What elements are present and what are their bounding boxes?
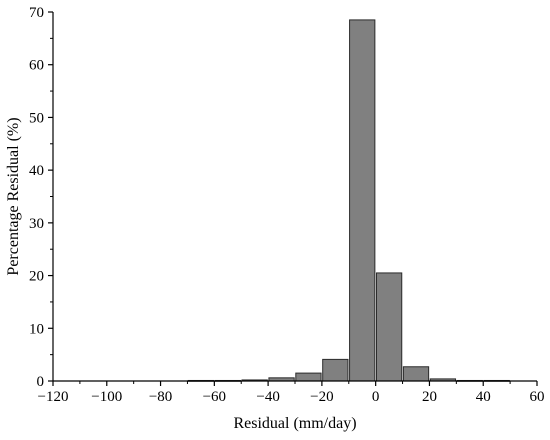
y-tick-label: 20 (29, 269, 44, 285)
y-tick-label: 10 (29, 321, 44, 337)
y-tick-label: 50 (29, 110, 44, 126)
y-tick-label: 0 (37, 374, 45, 390)
x-tick-label: −120 (38, 389, 69, 405)
y-tick-label: 40 (29, 163, 44, 179)
y-ticks-group: 0 10 20 30 40 50 60 70 (29, 5, 53, 390)
x-ticks-group: −120 −100 −80 −60 −40 −20 0 20 40 60 (38, 381, 545, 405)
x-axis-title: Residual (mm/day) (233, 415, 356, 432)
bar-4 (295, 372, 322, 382)
axes-group (52, 12, 537, 382)
x-tick-label: −20 (310, 389, 333, 405)
y-tick-label: 70 (29, 5, 44, 21)
x-tick-label: −40 (256, 389, 279, 405)
bar-6 (349, 19, 376, 382)
y-tick-label: 60 (29, 58, 44, 74)
bar-7 (375, 272, 403, 382)
x-tick-label: 20 (422, 389, 437, 405)
x-tick-label: 0 (372, 389, 380, 405)
bar-5 (322, 358, 349, 382)
bar-8 (402, 366, 430, 382)
y-tick-label: 30 (29, 216, 44, 232)
x-tick-label: −60 (203, 389, 226, 405)
x-tick-label: 60 (530, 389, 545, 405)
x-tick-label: −80 (149, 389, 172, 405)
bars-group (187, 19, 510, 382)
x-tick-label: −100 (91, 389, 122, 405)
y-axis-title: Percentage Residual (%) (5, 117, 22, 275)
x-tick-label: 40 (476, 389, 491, 405)
